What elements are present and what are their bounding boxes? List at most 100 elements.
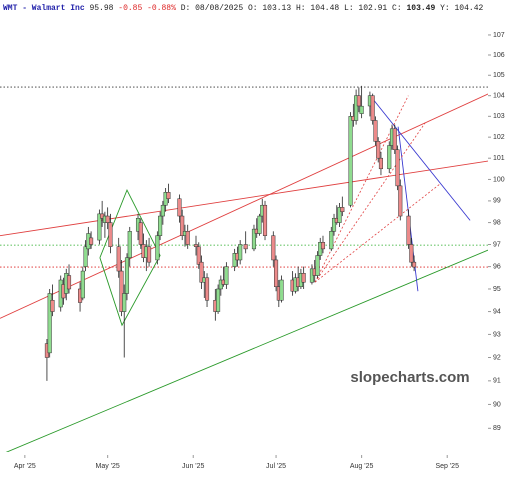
candle-body [50,299,55,312]
candle-body [158,215,163,236]
candle-body [398,185,403,217]
candle-body [301,273,306,283]
y-tick-label: 96 [493,263,501,270]
close: 103.49 [406,4,435,13]
candle-body [89,237,94,245]
y-tick-label: 91 [493,378,501,385]
trendline [314,183,441,283]
y-tick-label: 94 [493,308,501,315]
y-tick-label: 97 [493,241,501,248]
y-tick-label: 90 [493,401,501,408]
y-tick-label: 104 [493,93,505,100]
candle-body [238,244,243,261]
candle-body [116,246,121,272]
candle-body [329,231,334,250]
candle-body [216,288,221,312]
candle-body [387,145,392,170]
y-tick-label: 101 [493,155,505,162]
candle-body [274,259,279,287]
candle-body [224,266,229,285]
y-tick-label: 102 [493,134,505,141]
y-tick-label: 106 [493,52,505,59]
candle-body [177,198,182,217]
trendline [0,160,488,237]
candle-body [315,255,320,276]
candle-body [180,215,185,236]
watermark: slopecharts.com [350,369,469,386]
candle-body [409,244,414,263]
candle-body [122,293,127,312]
candle-body [155,235,160,261]
candle-body [166,192,171,199]
candle-body [66,275,72,290]
candle-body [147,246,152,263]
candle-body [83,246,88,267]
close-label: C: [392,4,402,13]
y-tick-label: 99 [493,198,501,205]
candle-body [279,279,284,301]
candle-body [97,213,102,241]
x-tick-label: Sep '25 [435,463,459,470]
y-tick-label: 89 [493,425,501,432]
candle-body [354,95,359,121]
candle-body [356,95,361,107]
candle-body [108,222,113,247]
change-pct: -0.88% [147,4,176,13]
candle-body [376,141,381,159]
candle-body [199,261,204,283]
candle-body [257,215,262,234]
change: -0.85 [118,4,142,13]
date: D: 08/08/2025 [181,4,244,13]
trendline [0,93,488,319]
y-tick-label: 95 [493,286,501,293]
candle-body [105,215,110,223]
y-tick-label: 105 [493,72,505,79]
y-tick-label: 103 [493,113,505,120]
x-tick-label: Jul '25 [266,463,286,470]
candle-body [119,270,124,312]
candle-body [124,257,130,294]
candle-body [412,261,417,268]
x-tick-label: Aug '25 [350,463,374,470]
candle-body [160,204,165,217]
candle-body [243,244,248,250]
x-tick-label: May '25 [96,463,120,470]
symbol: WMT - Walmart Inc [3,4,85,13]
candle-body [185,231,190,245]
candle-body [204,277,210,301]
y-tick-label: 98 [493,219,501,226]
candle-body [320,242,326,250]
candle-body [251,228,257,250]
candle-body [406,215,411,245]
candle-body [340,207,345,212]
trendline [369,95,471,221]
candle-body [395,149,400,187]
trendline [5,249,488,452]
candle-body [193,244,199,247]
candle-body [80,270,85,299]
candle-body [127,231,132,258]
x-tick-label: Jun '25 [182,463,204,470]
trendline [99,189,161,327]
candle-body [271,235,276,261]
x-tick-label: Apr '25 [14,463,36,470]
high: H: 104.48 [296,4,339,13]
last: 95.98 [89,4,113,13]
low: L: 102.91 [344,4,387,13]
candle-body [392,128,397,151]
candle-body [373,120,378,142]
candle-body [370,95,375,121]
candle-body [348,116,353,206]
candle-body [378,157,384,170]
trendline [314,95,409,283]
candle-body [331,217,337,232]
open: O: 103.13 [248,4,291,13]
y-tick-label: 100 [493,176,505,183]
plot-area [0,85,488,452]
candle-body [337,207,342,223]
candle-body [138,222,143,245]
y-value: Y: 104.42 [440,4,483,13]
header: WMT - Walmart Inc 95.98 -0.85 -0.88% D: … [3,4,484,13]
